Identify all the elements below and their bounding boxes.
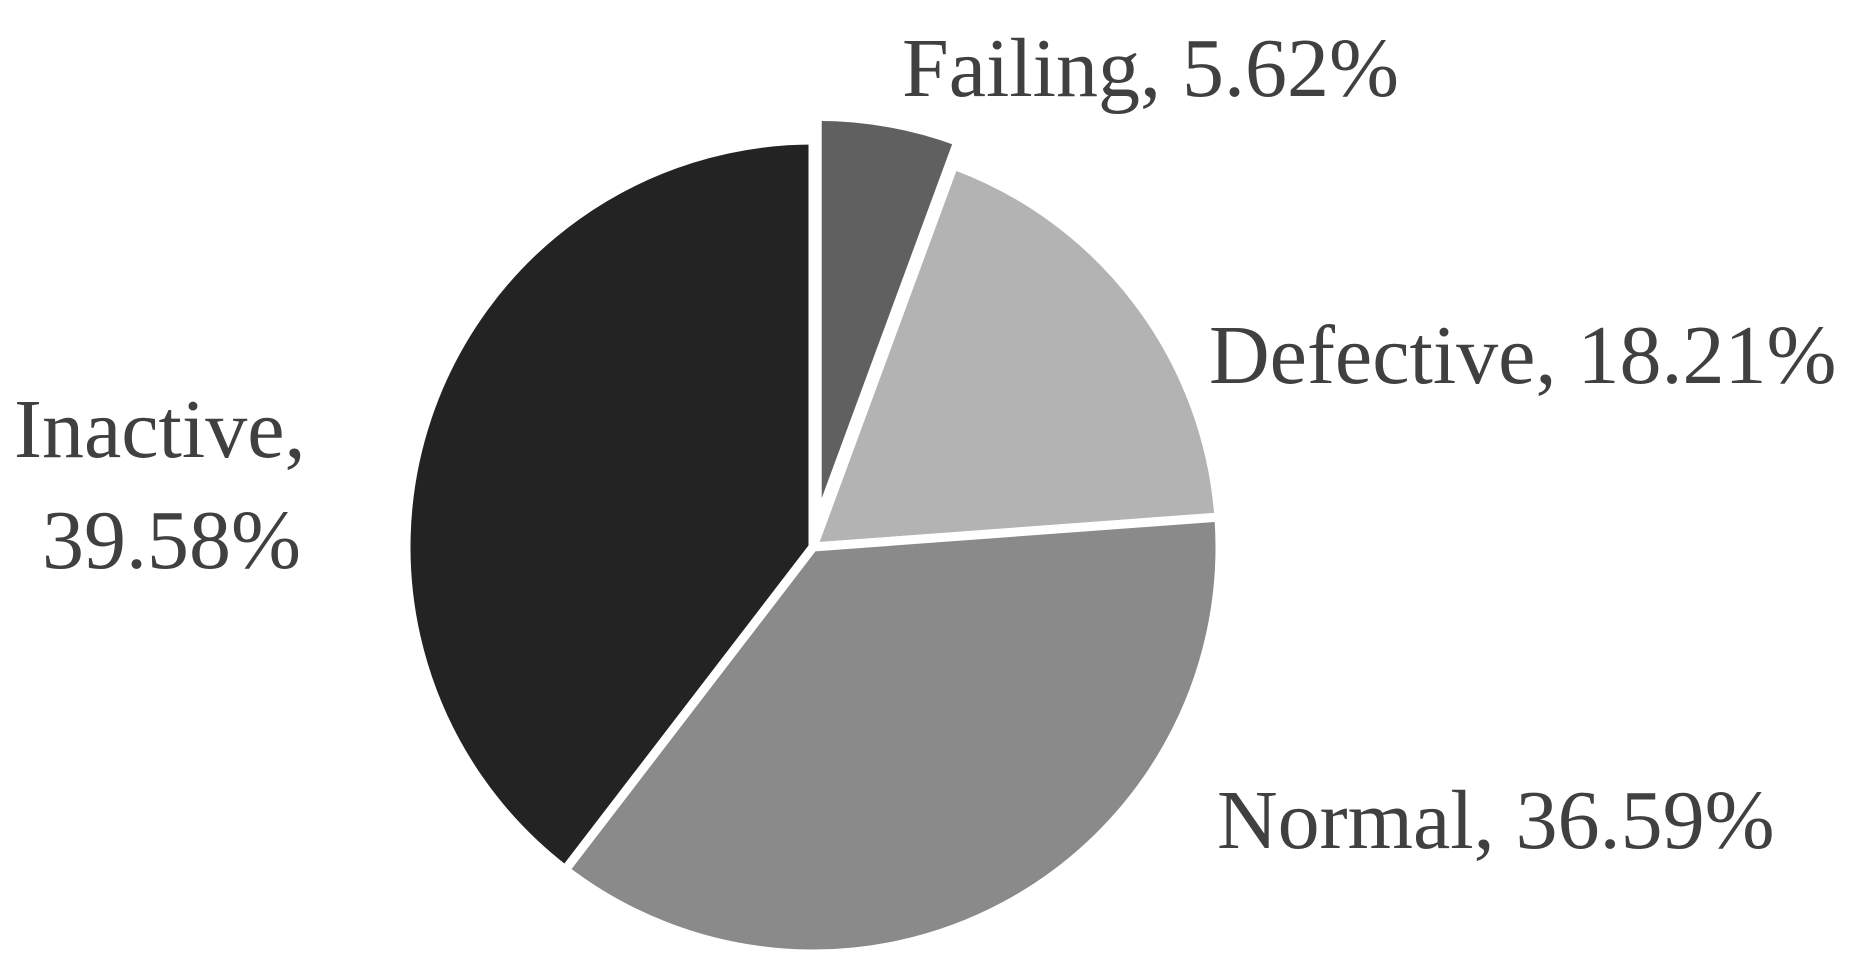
slice-label: Failing, 5.62% [902,22,1399,115]
slice-label: 39.58% [42,494,301,587]
pie-slice [558,512,1225,959]
slice-label: Inactive, [14,383,306,476]
pie-slice [401,135,818,877]
pie-slice [812,111,964,525]
slice-label: Defective, 18.21% [1209,309,1836,402]
pie-slice [806,159,1224,553]
slice-label: Normal, 36.59% [1217,774,1775,867]
